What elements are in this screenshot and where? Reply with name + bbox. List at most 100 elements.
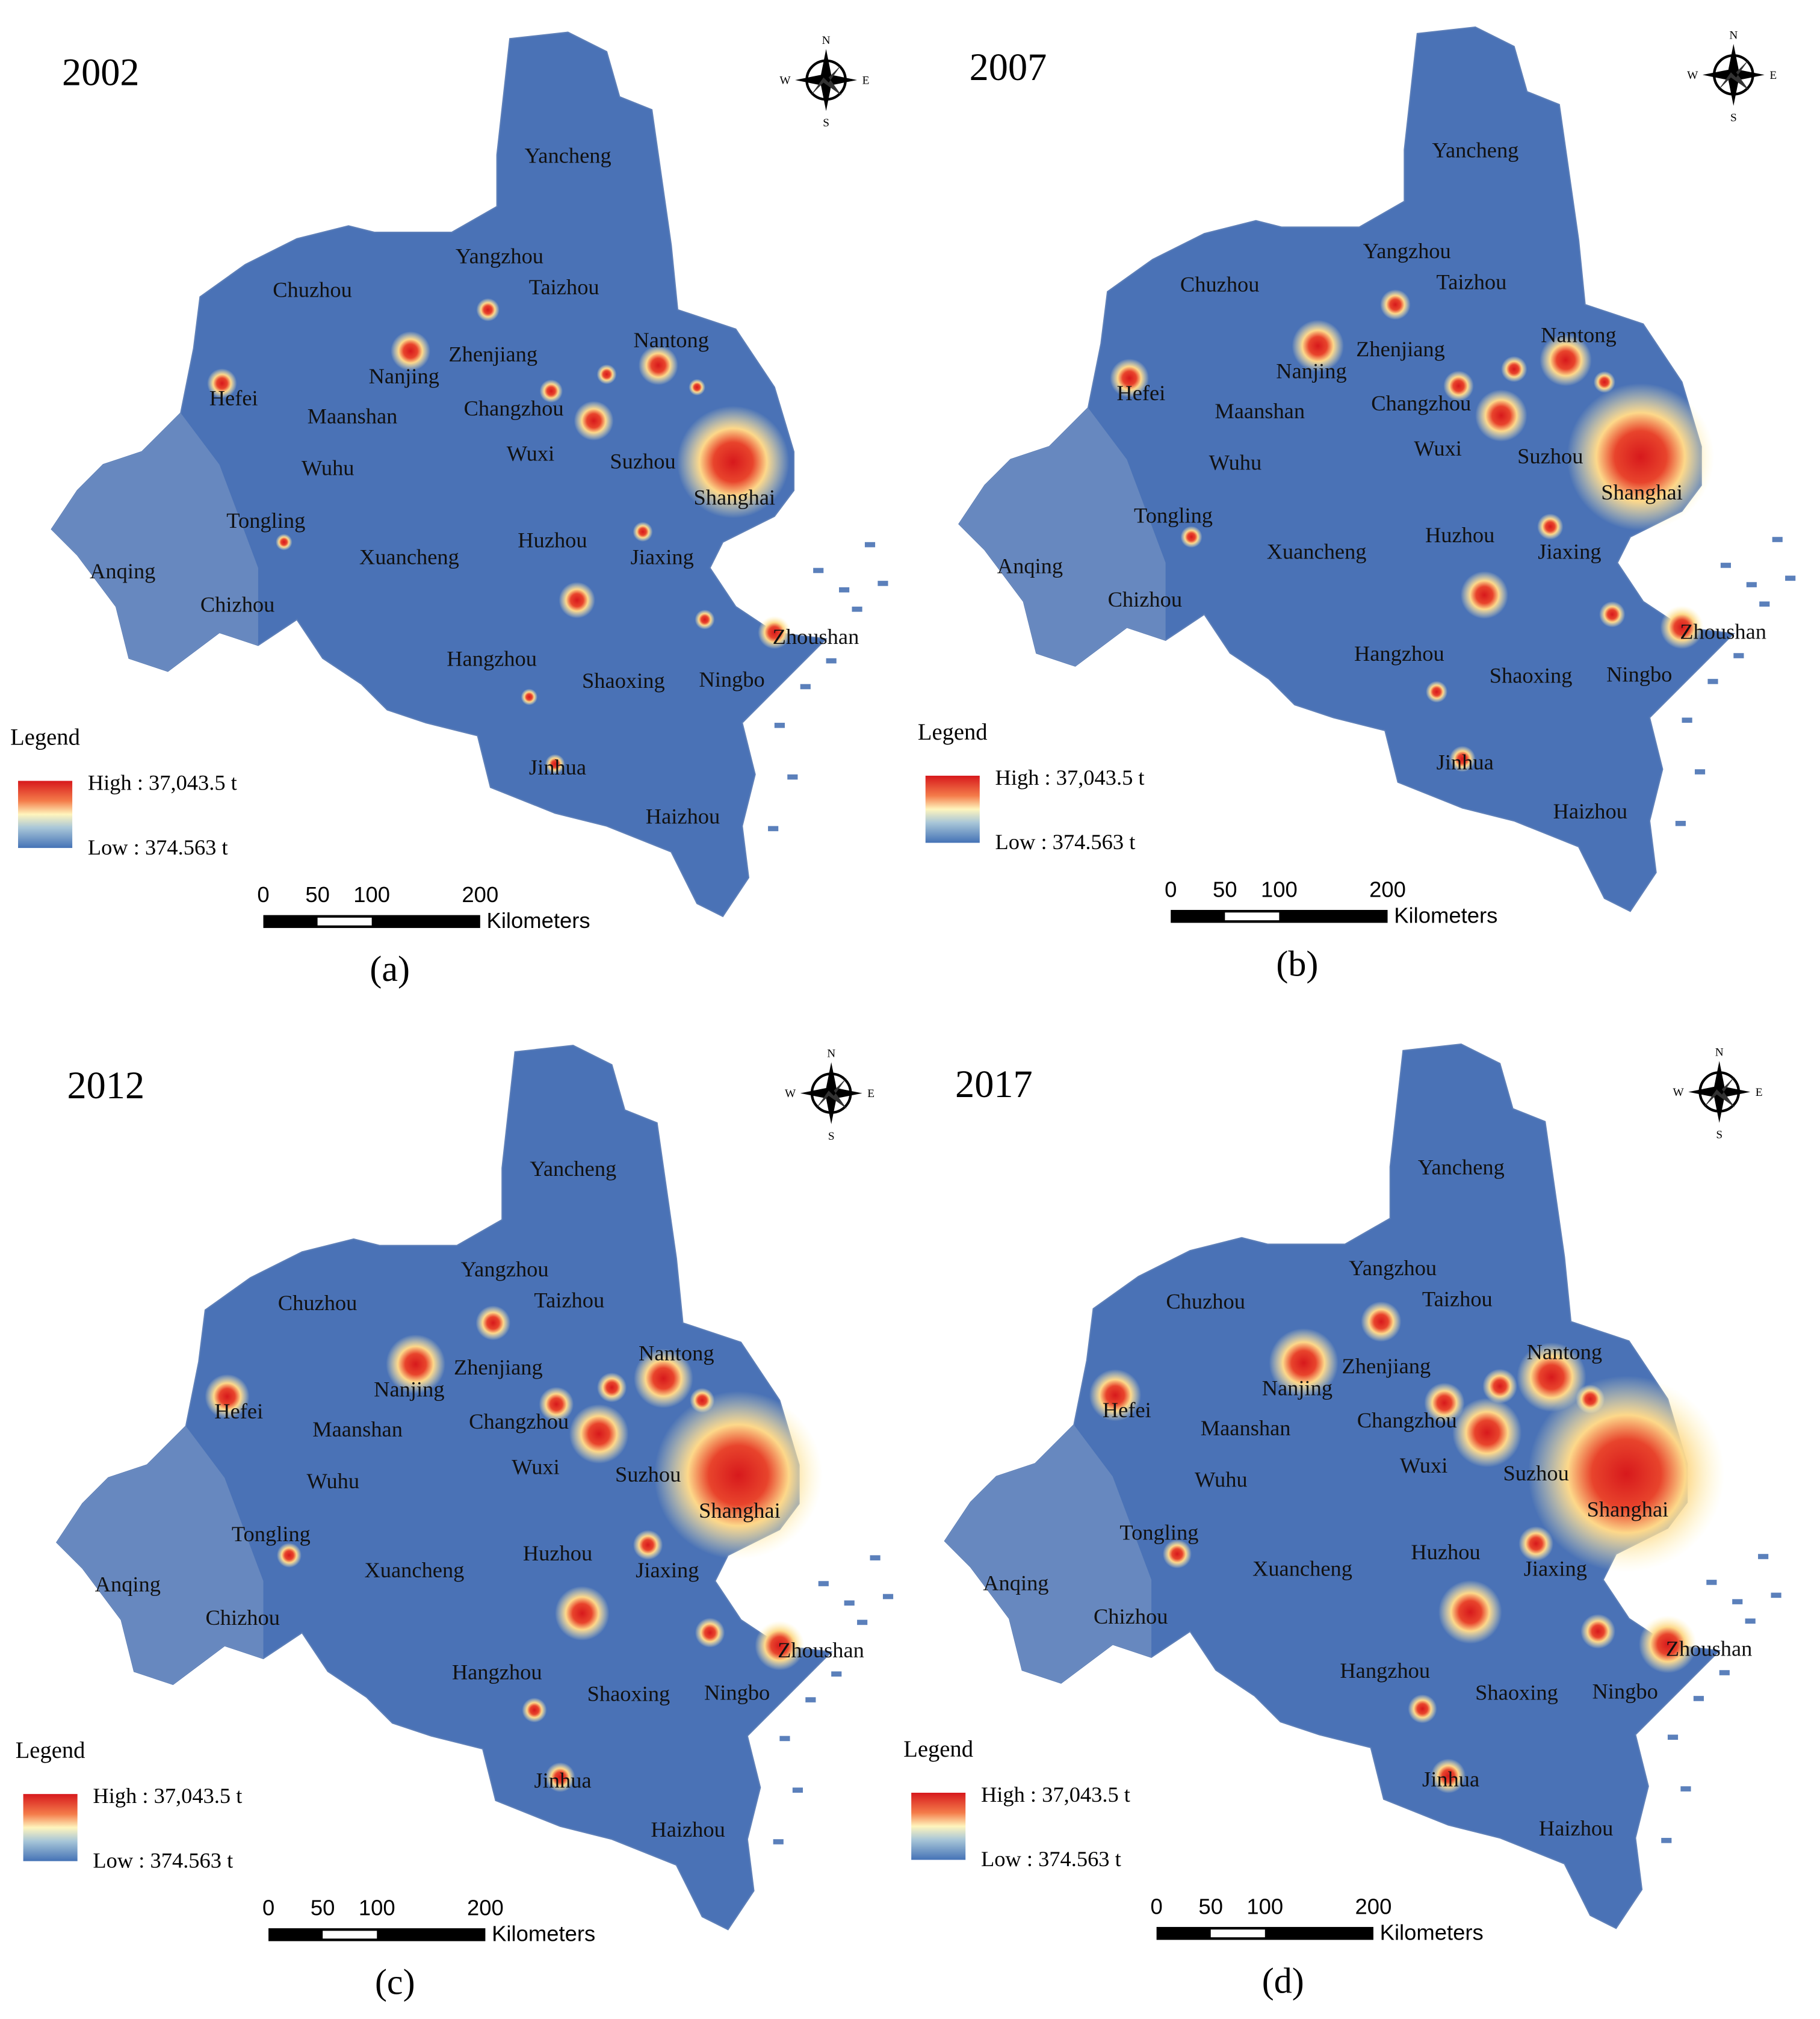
city-label: Chuzhou xyxy=(278,1291,358,1315)
city-label: Zhenjiang xyxy=(454,1355,543,1379)
city-label: Nantong xyxy=(1527,1340,1603,1364)
island xyxy=(839,587,850,593)
city-label: Shanghai xyxy=(699,1498,781,1523)
island xyxy=(774,723,785,728)
city-label: Hefei xyxy=(209,386,258,410)
city-label: Shaoxing xyxy=(1475,1681,1558,1705)
hotspot xyxy=(475,1305,511,1341)
hotspot xyxy=(1380,289,1411,320)
legend-high: High : 37,043.5 t xyxy=(93,1784,242,1808)
island xyxy=(1706,1580,1717,1585)
compass-star xyxy=(795,49,858,111)
city-label: Wuxi xyxy=(512,1455,560,1479)
hotspot xyxy=(545,1762,575,1792)
city-label: Hangzhou xyxy=(452,1660,542,1684)
island xyxy=(813,567,824,574)
hotspot xyxy=(596,364,617,385)
city-label: Shaoxing xyxy=(1490,664,1573,688)
island xyxy=(1667,1734,1679,1740)
island xyxy=(792,1787,803,1793)
hotspot xyxy=(1580,1614,1615,1649)
compass-star xyxy=(800,1062,862,1125)
legend-ramp xyxy=(925,775,980,843)
legend-ramp xyxy=(23,1794,78,1861)
island xyxy=(882,1594,894,1600)
scale-tick-label: 100 xyxy=(359,1896,395,1920)
city-label: Suzhou xyxy=(610,450,675,474)
legend-title: Legend xyxy=(918,720,988,745)
city-label: Haizhou xyxy=(1539,1816,1613,1840)
island xyxy=(878,581,888,586)
island xyxy=(852,607,862,612)
city-label: Yangzhou xyxy=(456,244,543,268)
panel-caption: (d) xyxy=(1262,1960,1304,2000)
city-label: Nanjing xyxy=(1262,1376,1332,1400)
city-label: Chizhou xyxy=(1094,1604,1168,1628)
island xyxy=(1675,821,1686,826)
hotspot xyxy=(1567,383,1715,531)
city-label: Xuancheng xyxy=(1252,1557,1352,1581)
legend-ramp xyxy=(911,1792,966,1860)
scale-tick-label: 50 xyxy=(305,882,330,907)
compass: N S E W xyxy=(785,1048,874,1143)
hotspot xyxy=(1408,1694,1437,1724)
city-label: Hangzhou xyxy=(1340,1659,1430,1683)
city-label: Tongling xyxy=(232,1522,311,1546)
scale-bar-gap xyxy=(323,1931,377,1939)
city-label: Haizhou xyxy=(1553,799,1627,823)
city-label: Changzhou xyxy=(1357,1408,1457,1432)
island xyxy=(773,1839,784,1844)
city-label: Yancheng xyxy=(530,1157,616,1181)
scale-tick-label: 100 xyxy=(353,882,390,907)
city-label: Wuxi xyxy=(507,442,555,466)
hotspot xyxy=(1292,320,1344,373)
region-west-shade xyxy=(959,407,1166,666)
hotspot xyxy=(690,1388,715,1413)
city-label: Suzhou xyxy=(615,1462,681,1486)
island xyxy=(818,1581,829,1586)
panel-caption: (c) xyxy=(375,1962,415,2002)
scale-unit: Kilometers xyxy=(1394,903,1497,927)
hotspot xyxy=(1361,1301,1402,1342)
hotspot xyxy=(1460,571,1509,619)
island xyxy=(844,1600,855,1606)
compass-star-small xyxy=(816,1077,847,1109)
island xyxy=(1746,582,1757,587)
city-label: Tongling xyxy=(226,509,305,533)
city-label: Tongling xyxy=(1119,1521,1198,1545)
island xyxy=(1693,1696,1704,1701)
compass-e: E xyxy=(1756,1086,1763,1099)
city-label: Yangzhou xyxy=(1363,239,1451,263)
compass-s: S xyxy=(823,117,829,129)
hotspot xyxy=(1501,356,1528,383)
city-label: Zhenjiang xyxy=(1356,337,1445,361)
hotspot xyxy=(386,1334,446,1394)
compass-w: W xyxy=(779,74,791,87)
hotspot xyxy=(1162,1539,1192,1569)
island xyxy=(1707,679,1718,684)
city-label: Ningbo xyxy=(704,1681,770,1705)
hotspot xyxy=(1443,371,1474,401)
scale-tick-label: 0 xyxy=(1165,877,1177,902)
city-label: Zhoushan xyxy=(1680,620,1766,644)
region-west-shade xyxy=(944,1424,1152,1683)
city-label: Tongling xyxy=(1134,504,1213,528)
city-label: Nantong xyxy=(639,1341,714,1365)
region-west-shade xyxy=(57,1426,264,1684)
panel-caption: (a) xyxy=(370,948,410,989)
hotspot xyxy=(676,406,790,519)
compass-s: S xyxy=(1730,112,1737,125)
hotspot xyxy=(545,754,565,775)
city-label: Taizhou xyxy=(534,1288,604,1313)
city-label: Yancheng xyxy=(525,143,611,167)
city-label: Haizhou xyxy=(646,804,720,828)
city-label: Maanshan xyxy=(312,1417,403,1441)
city-label: Jiaxing xyxy=(1524,1557,1587,1581)
city-label: Huzhou xyxy=(523,1541,592,1565)
city-label: Wuhu xyxy=(307,1469,360,1493)
island xyxy=(1785,575,1796,581)
city-label: Anqing xyxy=(997,554,1063,578)
scale-tick-label: 50 xyxy=(1198,1894,1223,1919)
compass-e: E xyxy=(867,1087,874,1100)
